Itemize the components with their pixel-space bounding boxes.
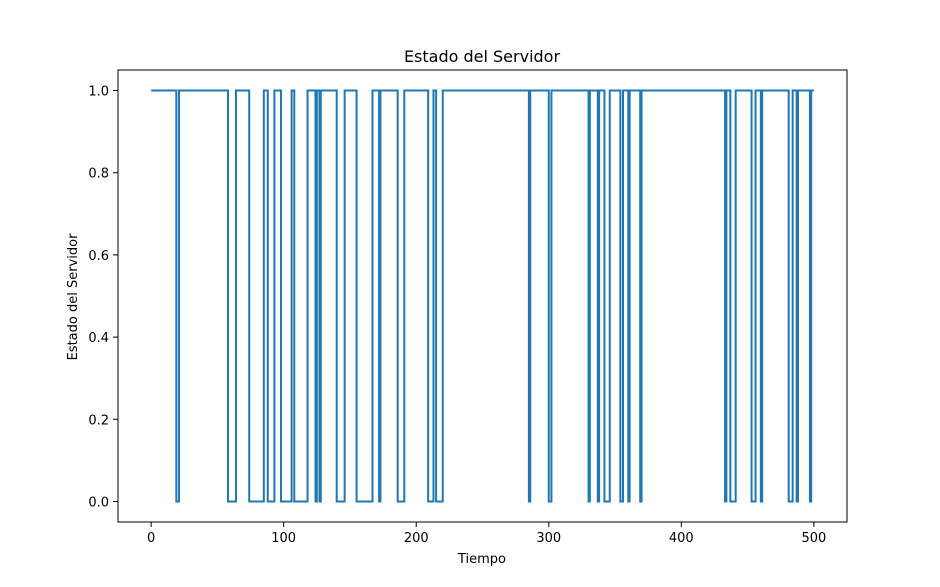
y-tick-label: 0.2 [88,413,109,428]
y-tick-label: 0.8 [88,167,109,182]
plot-area: 0 100 200 300 400 500 0.0 0.2 0.4 0.6 0.8 1.0 [88,69,848,546]
x-tick-label: 500 [801,531,826,546]
x-tick-label: 200 [404,531,429,546]
y-tick-label: 1.0 [88,85,109,100]
y-tick-label: 0.6 [88,249,109,264]
x-tick-label: 0 [147,531,155,546]
chart-title: Estado del Servidor [404,47,561,66]
y-tick-label: 0.4 [88,331,109,346]
x-tick-label: 100 [271,531,296,546]
x-tick-label: 300 [536,531,561,546]
axes-frame [117,69,848,523]
y-axis-label: Estado del Servidor [66,233,81,360]
series-line [151,89,814,503]
x-tick-label: 400 [669,531,694,546]
x-axis-label: Tiempo [457,552,506,567]
y-tick-label: 0.0 [88,495,109,510]
